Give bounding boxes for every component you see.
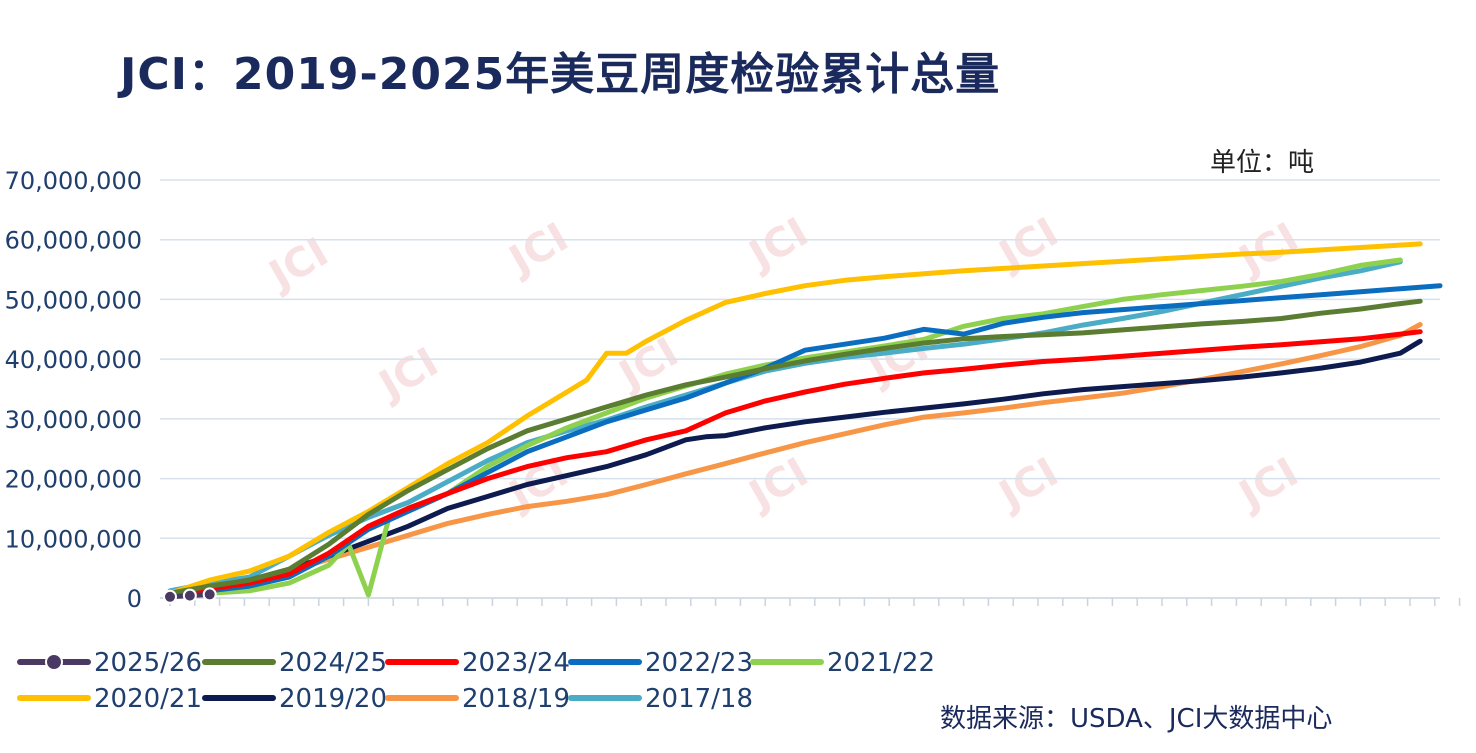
y-tick-label: 60,000,000: [5, 227, 142, 255]
y-tick-label: 0: [127, 585, 142, 613]
series-line-2023-24: [167, 329, 1423, 597]
y-tick-label: 30,000,000: [5, 406, 142, 434]
legend-label-2021-22: 2021/22: [827, 648, 935, 678]
series-point-2025-26: [182, 588, 197, 603]
y-tick-label: 20,000,000: [5, 466, 142, 494]
series-line-2022-23: [167, 283, 1443, 598]
legend-label-2019-20: 2019/20: [279, 684, 387, 714]
legend-label-2025-26: 2025/26: [94, 648, 202, 678]
legend-label-2020-21: 2020/21: [94, 684, 202, 714]
watermark-text: JCI: [739, 209, 816, 280]
watermark-text: JCI: [1229, 449, 1306, 520]
legend-label-2017-18: 2017/18: [645, 684, 753, 714]
y-tick-label: 70,000,000: [5, 167, 142, 195]
legend-marker-2025-26: [45, 653, 63, 671]
legend-label-2022-23: 2022/23: [645, 648, 753, 678]
y-tick-label: 50,000,000: [5, 286, 142, 314]
watermark-text: JCI: [369, 339, 446, 410]
series-line-2019-20: [167, 338, 1423, 597]
series-line-2024-25: [167, 298, 1423, 596]
legend-label-2024-25: 2024/25: [279, 648, 387, 678]
series-line-2020-21: [167, 241, 1423, 596]
legend: 2025/26 2024/25 2023/24 2022/23 2021/22 2020/…: [17, 648, 935, 714]
y-axis-ticks: 0 10,000,000 20,000,000 30,000,000 40,000,00…: [5, 167, 142, 613]
y-tick-label: 40,000,000: [5, 346, 142, 374]
series-point-2025-26: [163, 589, 177, 604]
legend-label-2018-19: 2018/19: [462, 684, 570, 714]
unit-label: 单位：吨: [1210, 148, 1315, 178]
watermark-text: JCI: [739, 449, 816, 520]
x-axis: [160, 597, 1461, 606]
y-tick-label: 10,000,000: [5, 525, 142, 553]
series-line-2021-22: [167, 257, 1403, 598]
series-point-2025-26: [202, 587, 217, 602]
chart-title: JCI：2019-2025年美豆周度检验累计总量: [120, 49, 1001, 100]
source-label: 数据来源：USDA、JCI大数据中心: [940, 704, 1333, 734]
watermark-text: JCI: [499, 214, 576, 285]
watermark-text: JCI: [989, 449, 1066, 520]
legend-label-2023-24: 2023/24: [462, 648, 570, 678]
series-layer: [163, 241, 1443, 604]
